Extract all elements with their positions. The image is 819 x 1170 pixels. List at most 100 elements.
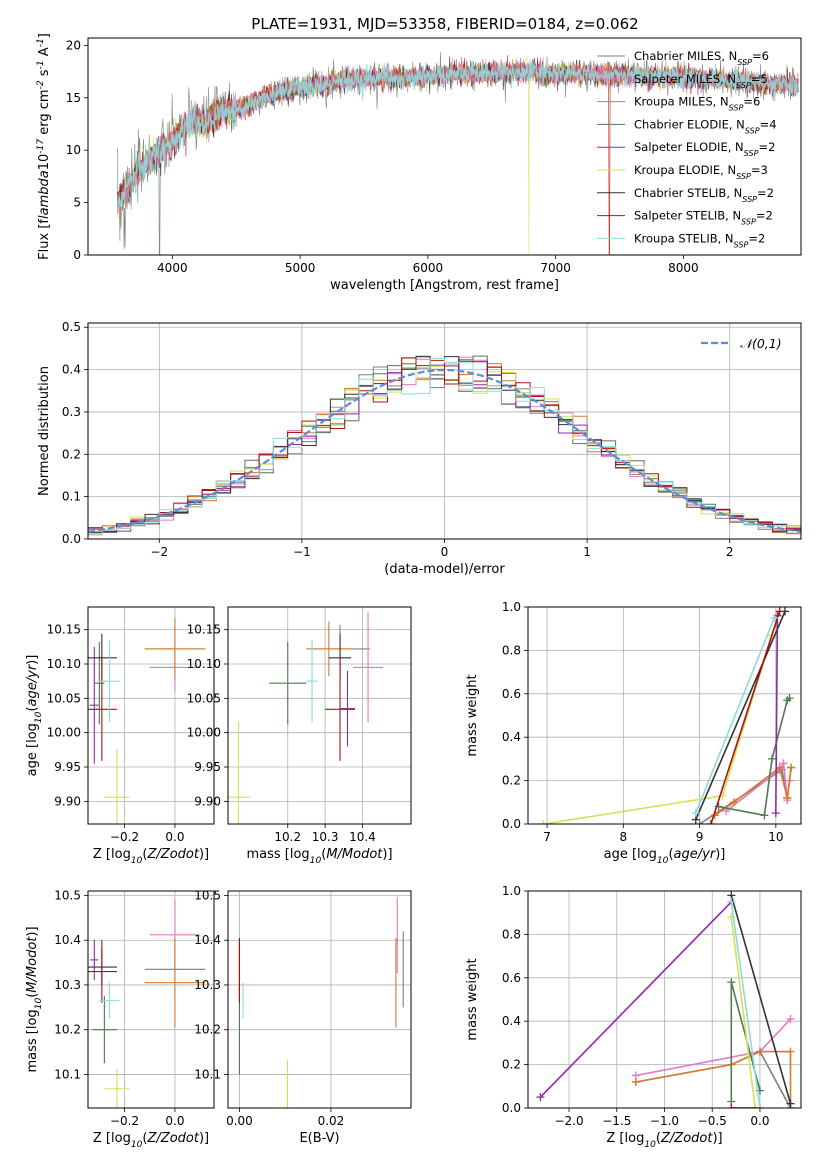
y-axis-label: mass weight <box>465 958 480 1040</box>
y-tick-label: 10.5 <box>54 888 81 902</box>
errorbar-point <box>306 621 352 677</box>
weight-series-line <box>718 697 791 817</box>
y-tick-label: 0.8 <box>502 643 521 657</box>
errorbar-point <box>104 1068 130 1108</box>
y-tick-label: 0.3 <box>62 405 81 419</box>
weight-series-marker <box>691 809 700 818</box>
weight-series-line <box>695 610 786 821</box>
y-tick-label: 0.4 <box>502 1014 521 1028</box>
x-tick-label: 4000 <box>157 261 188 275</box>
y-tick-label: 10.05 <box>47 691 81 705</box>
plot-area <box>116 52 799 255</box>
y-tick-label: 9.95 <box>54 760 81 774</box>
axes-frame <box>87 890 215 1109</box>
y-tick-label: 10.5 <box>194 888 221 902</box>
axes-frame <box>87 37 802 256</box>
weight-series-marker <box>786 1047 795 1056</box>
x-tick-label: 8 <box>620 830 628 844</box>
legend-label: Kroupa STELIB, NSSP=2 <box>634 231 765 249</box>
figure-title: PLATE=1931, MJD=53358, FIBERID=0184, z=0… <box>251 15 638 33</box>
x-tick-label: 9 <box>696 830 704 844</box>
weight-series-marker <box>631 1077 640 1086</box>
y-tick-label: 0.2 <box>502 1058 521 1072</box>
reference-gaussian-line <box>88 368 801 533</box>
x-tick-label: −1.5 <box>602 1114 631 1128</box>
errorbar-point <box>144 617 206 680</box>
y-tick-label: 0.8 <box>502 927 521 941</box>
errorbar-point <box>325 657 355 761</box>
weight-series-line <box>730 901 761 1108</box>
y-tick-label: 10.1 <box>194 1067 221 1081</box>
axes-frame <box>87 606 215 825</box>
x-tick-label: 0.0 <box>165 1114 184 1128</box>
y-tick-label: 10.00 <box>187 726 221 740</box>
legend-label: Salpeter STELIB, NSSP=2 <box>634 209 773 227</box>
x-tick-label: 5000 <box>285 261 316 275</box>
weight-series-line <box>730 916 756 1108</box>
x-axis-label: Z [log10(Z/Zodot)] <box>93 1131 209 1150</box>
x-tick-label: −2.0 <box>554 1114 583 1128</box>
legend-label: Salpeter MILES, NSSP=5 <box>634 72 768 90</box>
y-tick-label: 9.95 <box>194 760 221 774</box>
y-tick-label: 10.00 <box>47 726 81 740</box>
x-axis-label: Z [log10(Z/Zodot)] <box>93 847 209 866</box>
legend-label: Kroupa MILES, NSSP=6 <box>634 95 760 113</box>
errorbar-point <box>340 670 355 747</box>
weight-series-marker <box>787 763 796 772</box>
legend-label: Salpeter ELODIE, NSSP=2 <box>634 140 775 158</box>
panel-residuals: −2 −1 0 1 2 0.0 0.1 0.2 0.3 0.4 0.5 (data-model)/er… <box>37 320 802 577</box>
x-tick-label: −0.5 <box>698 1114 727 1128</box>
y-tick-label: 10.10 <box>47 657 81 671</box>
errorbar-point <box>99 982 120 1019</box>
panel-age-vs-mass: 10.2 10.3 10.4 9.90 9.95 10.00 10.05 10.10 10.15… <box>187 606 412 866</box>
panel-weight-vs-Z: −2.0 −1.5 −1.0 −0.5 0.0 0.0 0.2 0.4 0.6 0.8 1.0 Z [… <box>465 884 802 1150</box>
errorbar-point <box>104 749 130 824</box>
weight-series-marker <box>751 1104 760 1108</box>
y-tick-label: 0.0 <box>62 532 81 546</box>
y-tick-label: 5 <box>73 196 81 210</box>
x-tick-label: 0.0 <box>750 1114 769 1128</box>
spectrum-legend: Chabrier MILES, NSSP=6 Salpeter MILES, NS… <box>597 49 777 249</box>
x-tick-label: 0 <box>441 545 449 559</box>
y-tick-label: 0.4 <box>62 363 81 377</box>
plot-area <box>228 612 383 824</box>
errorbar-point <box>228 721 250 824</box>
x-tick-label: −0.2 <box>110 830 139 844</box>
y-tick-label: 10.4 <box>194 933 221 947</box>
y-tick-label: 10.2 <box>54 1023 81 1037</box>
legend-label: Chabrier STELIB, NSSP=2 <box>634 186 774 204</box>
x-axis-label: wavelength [Angstrom, rest frame] <box>330 278 559 293</box>
x-tick-label: 0.02 <box>318 1114 345 1128</box>
y-tick-label: 10.3 <box>194 978 221 992</box>
y-tick-label: 15 <box>66 91 81 105</box>
y-tick-label: 10 <box>66 143 81 157</box>
y-tick-label: 10.1 <box>54 1067 81 1081</box>
y-tick-label: 10.10 <box>187 657 221 671</box>
axes-frame <box>227 890 412 1109</box>
errorbar-point <box>99 639 120 723</box>
y-tick-label: 0.0 <box>502 817 521 831</box>
plot-area <box>88 617 206 824</box>
weight-series-marker <box>779 759 788 768</box>
weight-series-marker <box>786 1015 795 1024</box>
y-axis-label: Normed distribution <box>37 366 52 496</box>
x-tick-label: 6000 <box>413 261 444 275</box>
x-tick-label: 8000 <box>668 261 699 275</box>
weight-series-line <box>730 895 792 1104</box>
weight-series-marker <box>695 820 704 824</box>
x-axis-label: Z [log10(Z/Zodot)] <box>606 1131 722 1150</box>
weight-series-line <box>539 901 732 1098</box>
weight-series-line <box>635 1018 792 1077</box>
x-tick-label: 1 <box>583 545 591 559</box>
panel-mass-vs-EBV: 0.00 0.02 10.1 10.2 10.3 10.4 10.5 E(B-V) <box>194 888 412 1146</box>
plot-area <box>88 899 206 1108</box>
y-tick-label: 20 <box>66 38 81 52</box>
x-tick-label: 7000 <box>540 261 571 275</box>
y-tick-label: 0.0 <box>502 1101 521 1115</box>
weight-series-marker <box>783 793 792 802</box>
y-tick-label: 10.2 <box>194 1023 221 1037</box>
y-tick-label: 10.15 <box>187 623 221 637</box>
x-axis-label: mass [log10(M/Modot)] <box>246 847 392 866</box>
weight-series-marker <box>727 897 736 906</box>
